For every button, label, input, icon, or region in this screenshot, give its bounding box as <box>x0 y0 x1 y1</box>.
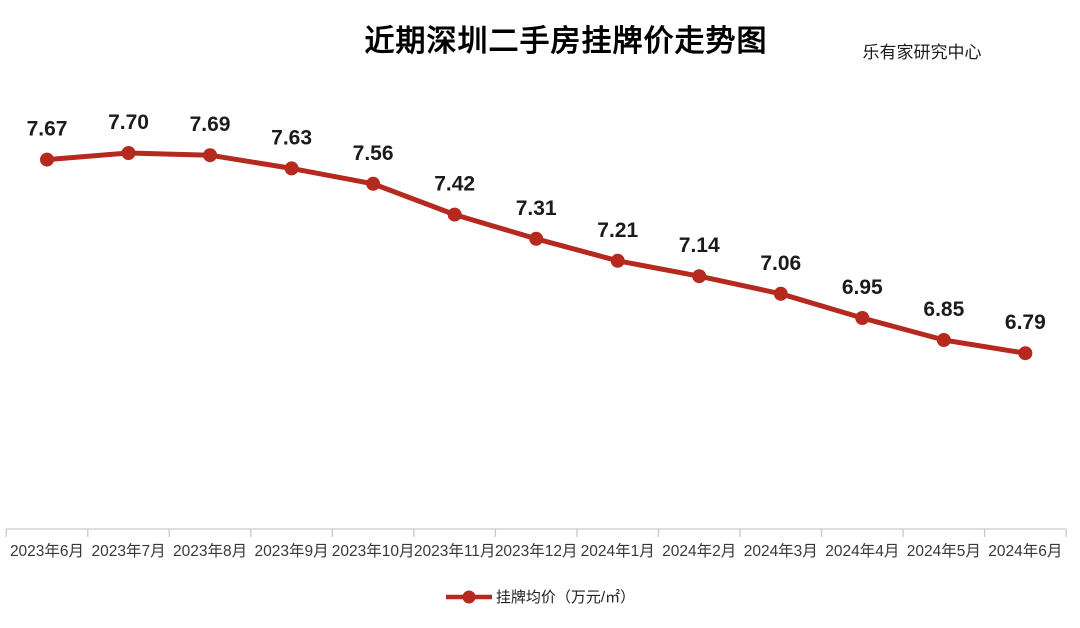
data-value-label: 6.85 <box>923 298 964 321</box>
data-value-label: 7.67 <box>27 118 68 141</box>
x-axis-label: 2024年2月 <box>662 542 736 560</box>
data-value-label: 7.42 <box>434 173 475 196</box>
legend-line-marker-icon <box>445 590 492 603</box>
data-point-marker <box>447 207 462 222</box>
x-axis-label: 2023年9月 <box>255 542 329 560</box>
data-value-label: 7.31 <box>516 197 557 220</box>
x-axis-label: 2023年6月 <box>10 542 84 560</box>
data-value-label: 6.95 <box>842 276 883 299</box>
x-axis-label: 2023年7月 <box>91 542 165 560</box>
data-point-marker <box>529 231 544 246</box>
data-value-label: 7.06 <box>760 252 801 275</box>
data-value-label: 6.79 <box>1005 311 1046 334</box>
data-value-label: 7.69 <box>190 113 231 136</box>
price-trend-line <box>44 150 1028 356</box>
x-axis-label: 2023年12月 <box>495 542 578 560</box>
data-point-marker <box>1018 346 1033 361</box>
x-axis-label: 2023年8月 <box>173 542 247 560</box>
data-value-label: 7.70 <box>108 111 149 134</box>
data-value-label: 7.14 <box>679 234 720 257</box>
data-value-label: 7.63 <box>271 126 312 149</box>
legend: 挂牌均价（万元/㎡） <box>0 586 1080 607</box>
data-point-marker <box>366 176 381 191</box>
x-axis-label: 2024年3月 <box>744 542 818 560</box>
x-axis-label: 2023年10月 <box>332 542 415 560</box>
line-chart: 2023年6月 2023年7月 2023年8月 2023年9月 2023年10月 2023… <box>5 111 1067 560</box>
x-axis-label: 2024年4月 <box>825 542 899 560</box>
chart-title: 近期深圳二手房挂牌价走势图 <box>364 25 768 58</box>
x-axis-label: 2024年5月 <box>907 542 981 560</box>
data-point-marker <box>692 269 707 284</box>
data-point-marker <box>203 148 218 163</box>
x-axis-label: 2023年11月 <box>414 542 496 560</box>
data-point-marker <box>610 253 625 268</box>
data-point-marker <box>284 161 299 176</box>
source-credit: 乐有家研究中心 <box>862 43 982 62</box>
data-value-label: 7.21 <box>597 219 638 242</box>
data-point-marker <box>855 311 870 325</box>
x-axis-label: 2024年1月 <box>581 542 655 560</box>
data-point-marker <box>40 152 54 167</box>
data-value-label: 7.56 <box>353 142 394 165</box>
data-point-marker <box>773 286 788 301</box>
x-axis-label: 2024年6月 <box>988 542 1062 560</box>
data-point-marker <box>121 146 136 160</box>
data-point-marker <box>936 333 951 347</box>
legend-label: 挂牌均价（万元/㎡） <box>495 589 636 606</box>
